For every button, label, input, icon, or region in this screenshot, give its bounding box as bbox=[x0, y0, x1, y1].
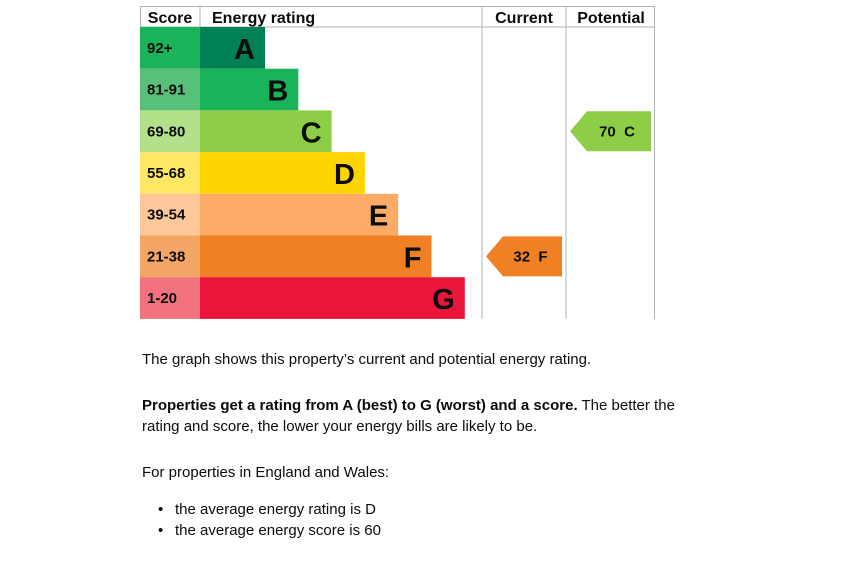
score-range-label-g: 1-20 bbox=[147, 290, 177, 307]
score-cell-a bbox=[140, 27, 200, 69]
band-letter-b: B bbox=[267, 76, 288, 108]
band-bar-g bbox=[200, 277, 465, 319]
band-letter-e: E bbox=[369, 201, 388, 233]
current-rating-label: 32 F bbox=[513, 248, 547, 265]
score-cell-f bbox=[140, 235, 200, 278]
band-bar-c bbox=[200, 110, 332, 153]
potential-rating-label: 70 C bbox=[599, 123, 635, 140]
bullet-icon: • bbox=[158, 522, 164, 539]
band-bar-b bbox=[200, 68, 299, 111]
energy-rating-column-header: Energy rating bbox=[212, 10, 315, 27]
averages-list: • the average energy rating is D • the ave… bbox=[142, 499, 381, 541]
region-heading: For properties in England and Wales: bbox=[142, 464, 390, 481]
band-bar-f bbox=[200, 235, 432, 278]
band-letter-c: C bbox=[301, 117, 322, 149]
band-bar-d bbox=[200, 152, 365, 194]
band-letter-f: F bbox=[404, 242, 422, 274]
band-letter-d: D bbox=[334, 159, 355, 191]
list-item: • the average energy score is 60 bbox=[142, 520, 381, 541]
bullet-icon: • bbox=[158, 501, 164, 518]
score-cell-c bbox=[140, 110, 200, 153]
score-column-header: Score bbox=[148, 10, 193, 27]
band-bar-a bbox=[200, 27, 265, 69]
chart-description: The graph shows this property’s current … bbox=[142, 351, 592, 368]
potential-column-header: Potential bbox=[577, 10, 645, 27]
rating-explanation-rest: The better the rating and score, the low… bbox=[142, 397, 675, 435]
current-rating-arrow bbox=[486, 236, 562, 277]
band-bar-e bbox=[200, 193, 399, 236]
score-range-label-a: 92+ bbox=[147, 40, 173, 57]
score-range-label-e: 39-54 bbox=[147, 207, 186, 224]
current-column-header: Current bbox=[495, 10, 553, 27]
list-item: • the average energy rating is D bbox=[142, 499, 381, 520]
rating-explanation: Properties get a rating from A (best) to… bbox=[142, 395, 702, 437]
score-cell-b bbox=[140, 68, 200, 111]
score-range-label-d: 55-68 bbox=[147, 165, 185, 182]
rating-markers: 32 F 70 C bbox=[486, 111, 651, 277]
rating-explanation-bold: Properties get a rating from A (best) to… bbox=[142, 397, 578, 414]
score-range-label-b: 81-91 bbox=[147, 82, 185, 99]
band-letter-g: G bbox=[432, 284, 455, 316]
average-rating-text: the average energy rating is D bbox=[175, 501, 376, 518]
score-cell-d bbox=[140, 152, 200, 194]
energy-rating-chart: Score Energy rating Current Potential 92… bbox=[140, 6, 655, 319]
score-range-label-f: 21-38 bbox=[147, 248, 185, 265]
score-cell-e bbox=[140, 193, 200, 236]
score-cell-g bbox=[140, 277, 200, 319]
band-letter-a: A bbox=[234, 34, 255, 66]
rating-bands: 92+ A 81-91 B 69-80 C 55-68 D 39-54 E 21-38 F 1-20 G bbox=[140, 27, 465, 319]
score-range-label-c: 69-80 bbox=[147, 123, 185, 140]
average-score-text: the average energy score is 60 bbox=[175, 522, 381, 539]
potential-rating-arrow bbox=[570, 111, 651, 152]
